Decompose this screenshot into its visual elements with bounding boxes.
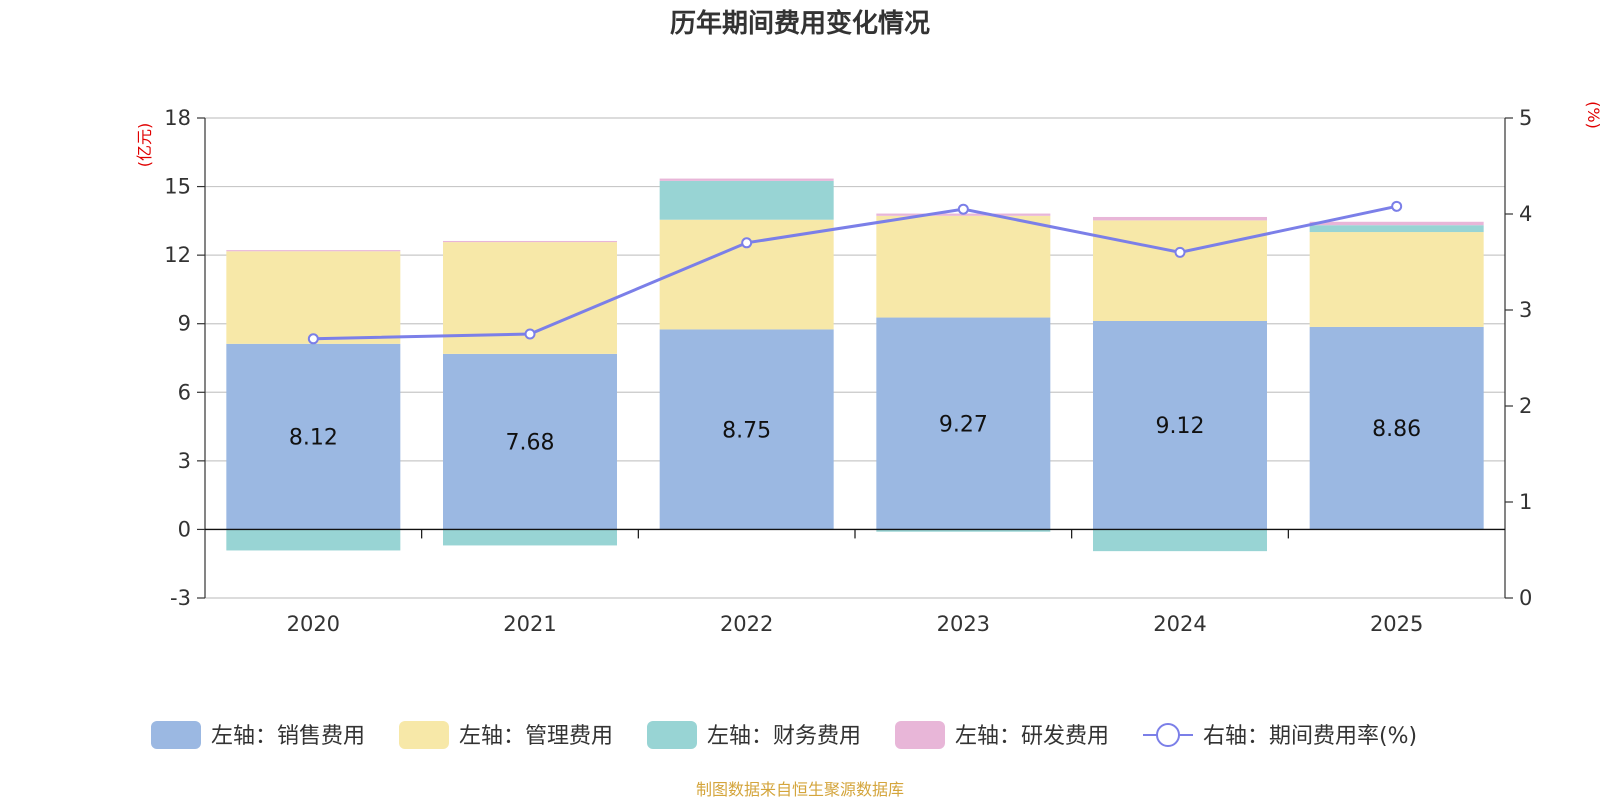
- source-note: 制图数据来自恒生聚源数据库: [696, 780, 904, 799]
- legend-item[interactable]: 左轴：销售费用: [151, 721, 365, 749]
- rate-line: [307, 200, 1403, 345]
- rate-point: [957, 203, 969, 215]
- legend-label: 左轴：管理费用: [459, 724, 613, 749]
- legend-label: 左轴：销售费用: [211, 724, 365, 749]
- x-tick-label: 2020: [287, 612, 340, 636]
- bar-segment: [226, 250, 401, 252]
- bar-segment: [659, 219, 834, 330]
- legend-swatch: [151, 721, 201, 749]
- bar-segment: [659, 329, 834, 530]
- rate-point: [741, 237, 753, 249]
- bar-segment: [1309, 221, 1484, 226]
- bar-segment: [443, 529, 617, 546]
- bar-segment: [443, 240, 617, 243]
- bar-segment: [876, 317, 1051, 530]
- bar-segment: [1093, 529, 1267, 552]
- bar-segment: [876, 529, 1051, 532]
- rate-line-path: [313, 204, 1397, 341]
- bar-data-label: 8.75: [722, 418, 771, 443]
- legend-label: 左轴：财务费用: [707, 724, 861, 749]
- right-tick-label: 3: [1519, 298, 1532, 322]
- legend-marker: [1156, 723, 1180, 747]
- bar-data-label: 8.12: [289, 426, 338, 451]
- legend-item[interactable]: 右轴：期间费用率(%): [1143, 723, 1417, 749]
- bar-data-label: 9.12: [1156, 414, 1205, 439]
- left-tick-label: 12: [164, 243, 191, 267]
- bar-segment: [659, 178, 834, 181]
- right-tick-label: 1: [1519, 490, 1532, 514]
- legend-swatch: [895, 721, 945, 749]
- x-tick-label: 2024: [1153, 612, 1206, 636]
- right-axis-unit: (%): [1584, 101, 1600, 129]
- left-tick-label: 18: [164, 106, 191, 130]
- bars: [226, 178, 1484, 552]
- right-tick-label: 5: [1519, 106, 1532, 130]
- bar-segment: [226, 343, 401, 530]
- x-tick-label: 2023: [937, 612, 990, 636]
- bar-segment: [1309, 225, 1484, 233]
- x-tick-label: 2025: [1370, 612, 1423, 636]
- bar-data-label: 9.27: [939, 412, 988, 437]
- left-axis-unit: (亿元): [135, 123, 154, 168]
- x-tick-label: 2022: [720, 612, 773, 636]
- legend-item[interactable]: 左轴：财务费用: [647, 721, 861, 749]
- bar-labels: 8.12 7.68 8.75 9.27 9.12 8.86: [289, 412, 1421, 455]
- right-tick-label: 4: [1519, 202, 1532, 226]
- bar-segment: [659, 180, 834, 220]
- rate-point: [1174, 246, 1186, 258]
- left-tick-label: 3: [178, 449, 191, 473]
- bar-data-label: 8.86: [1372, 417, 1421, 442]
- legend-swatch: [647, 721, 697, 749]
- left-tick-label: 9: [178, 312, 191, 336]
- right-tick-label: 0: [1519, 586, 1532, 610]
- rate-point: [307, 333, 319, 345]
- right-tick-label: 2: [1519, 394, 1532, 418]
- bar-segment: [226, 251, 401, 344]
- legend-label: 左轴：研发费用: [955, 724, 1109, 749]
- left-tick-label: 15: [164, 175, 191, 199]
- bar-data-label: 7.68: [506, 431, 555, 456]
- bar-segment: [1093, 320, 1267, 530]
- legend-swatch: [399, 721, 449, 749]
- x-tick-label: 2021: [503, 612, 556, 636]
- bar-segment: [226, 529, 401, 551]
- rate-point: [524, 328, 536, 340]
- bar-segment: [443, 353, 617, 530]
- rate-point: [1391, 200, 1403, 212]
- left-tick-label: 6: [178, 380, 191, 404]
- legend[interactable]: 左轴：销售费用 左轴：管理费用 左轴：财务费用 左轴：研发费用 右轴：期间费用率(%): [151, 721, 1417, 749]
- left-tick-label: 0: [178, 517, 191, 541]
- bar-segment: [876, 215, 1051, 318]
- bar-segment: [1093, 220, 1267, 321]
- bar-segment: [1309, 232, 1484, 327]
- legend-item[interactable]: 左轴：管理费用: [399, 721, 613, 749]
- chart-title: 历年期间费用变化情况: [670, 8, 930, 39]
- legend-item[interactable]: 左轴：研发费用: [895, 721, 1109, 749]
- bar-segment: [1309, 326, 1484, 530]
- legend-label: 右轴：期间费用率(%): [1203, 724, 1417, 749]
- bar-segment: [1093, 216, 1267, 221]
- left-tick-label: -3: [170, 586, 191, 610]
- grid: [205, 117, 1505, 599]
